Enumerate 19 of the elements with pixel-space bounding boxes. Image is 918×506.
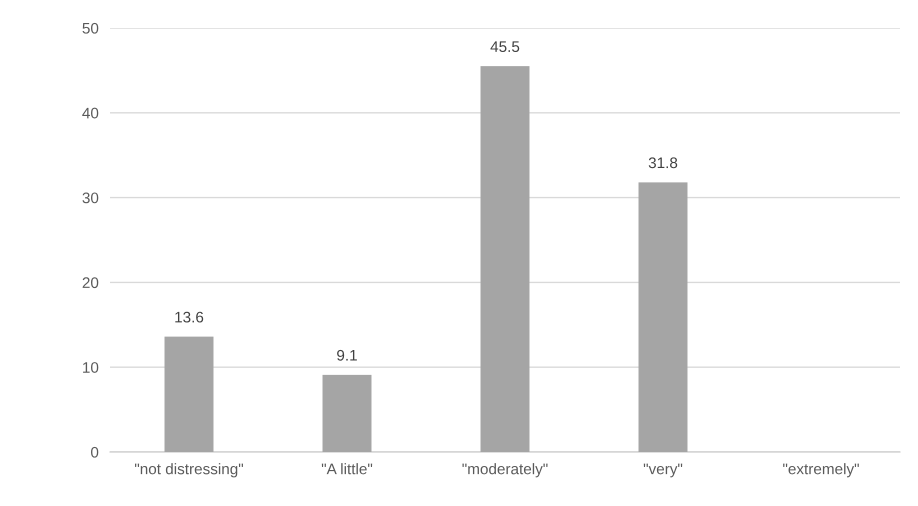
x-tick-label: "not distressing" [134,463,244,478]
x-tick-label: "extremely" [783,463,859,478]
y-tick-label: 50 [82,22,98,34]
bar [322,374,372,452]
bar [480,66,530,452]
data-label: 13.6 [175,312,204,323]
y-tick-label: 20 [82,277,98,288]
y-tick-label: 0 [90,446,98,458]
data-label: 45.5 [490,41,520,52]
data-label: 9.1 [337,350,357,361]
y-tick-label: 30 [82,192,98,204]
bar [164,336,214,452]
x-tick-label: "very" [644,464,682,478]
x-tick-label: "A little" [322,463,372,474]
y-tick-label: 10 [83,362,98,373]
data-label: 31.8 [648,157,678,168]
x-tick-label: "moderately" [462,463,548,478]
y-tick-label: 40 [82,108,98,118]
bar [638,182,688,452]
